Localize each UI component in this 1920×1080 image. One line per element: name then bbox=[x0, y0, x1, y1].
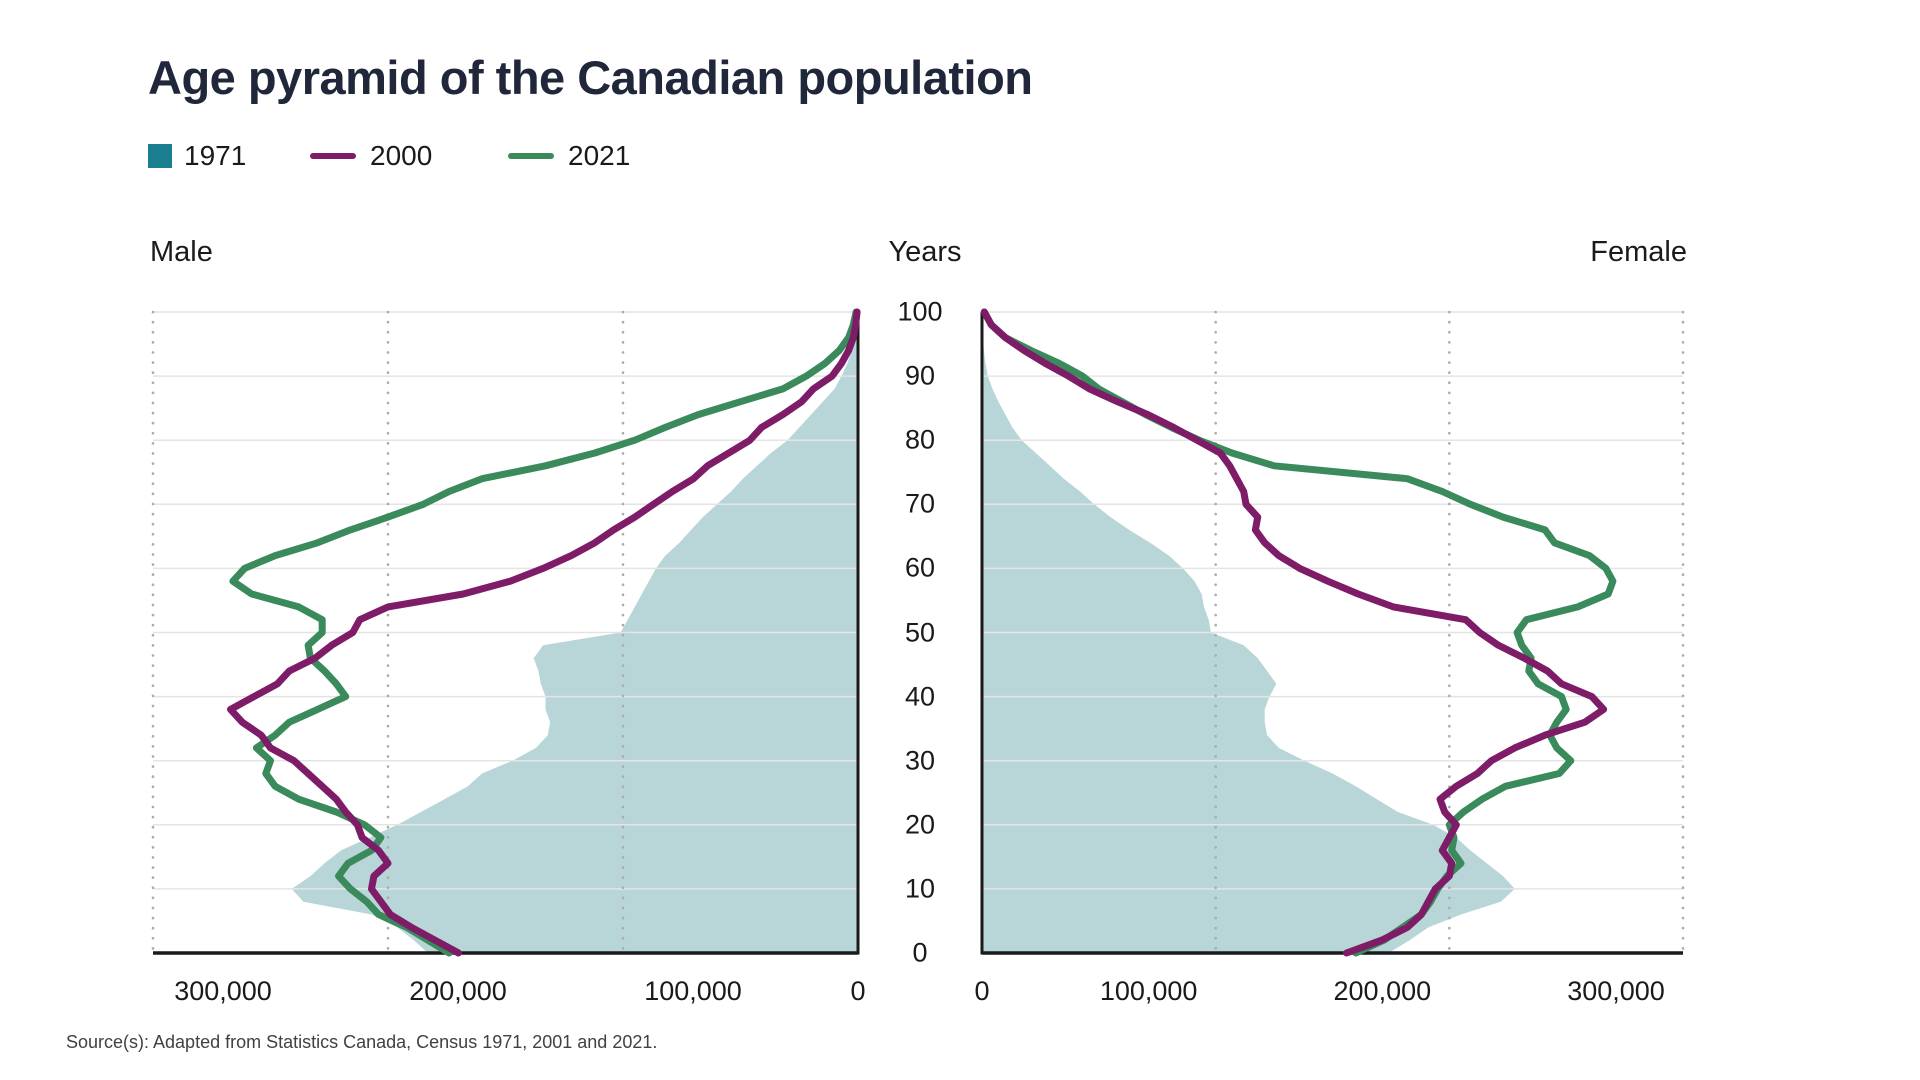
x-tick-label-female-0k: 0 bbox=[974, 976, 990, 1006]
y-tick-label-60: 60 bbox=[904, 552, 936, 583]
y-tick-label-90: 90 bbox=[904, 360, 936, 391]
series-1971-male-area bbox=[291, 312, 859, 953]
page-title: Age pyramid of the Canadian population bbox=[148, 51, 1033, 104]
y-tick-label-10: 10 bbox=[904, 873, 936, 904]
legend-label-1971: 1971 bbox=[184, 140, 247, 171]
x-tick-label-male-0k: 0 bbox=[850, 976, 866, 1006]
series-1971-female-area bbox=[982, 312, 1515, 953]
y-tick-label-30: 30 bbox=[904, 745, 936, 776]
y-tick-label-100: 100 bbox=[897, 296, 943, 327]
legend-item-2021: 2021 bbox=[508, 138, 630, 174]
y-tick-label-40: 40 bbox=[904, 681, 936, 712]
legend-swatch-1971-area bbox=[148, 144, 172, 168]
y-tick-label-50: 50 bbox=[904, 617, 936, 647]
x-tick-label-male-300k: 300,000 bbox=[174, 976, 272, 1006]
x-tick-label-female-300k: 300,000 bbox=[1567, 976, 1665, 1006]
series-2000-male-line bbox=[227, 308, 861, 957]
y-tick-label-0: 0 bbox=[912, 937, 928, 968]
x-tick-label-female-200k: 200,000 bbox=[1333, 976, 1432, 1006]
x-tick-label-male-100k: 100,000 bbox=[644, 976, 742, 1006]
y-tick-label-70: 70 bbox=[904, 488, 936, 519]
legend-item-2000: 2000 bbox=[310, 138, 432, 174]
female-axis-title: Female bbox=[1590, 236, 1687, 268]
series-2000-female-line bbox=[980, 308, 1608, 957]
legend-label-2000: 2000 bbox=[370, 140, 433, 171]
male-axis-title: Male bbox=[150, 236, 213, 268]
years-axis-title: Years bbox=[888, 236, 962, 268]
legend-swatch-2021-line bbox=[508, 153, 554, 159]
source-note: Source(s): Adapted from Statistics Canad… bbox=[66, 1032, 658, 1052]
y-tick-label-80: 80 bbox=[904, 424, 936, 455]
legend-item-1971: 1971 bbox=[148, 138, 246, 174]
y-tick-label-20: 20 bbox=[904, 809, 936, 840]
x-tick-label-male-200k: 200,000 bbox=[409, 976, 507, 1006]
legend-swatch-2000-line bbox=[310, 153, 356, 159]
legend-label-2021: 2021 bbox=[568, 140, 631, 171]
x-tick-label-female-100k: 100,000 bbox=[1099, 976, 1198, 1006]
